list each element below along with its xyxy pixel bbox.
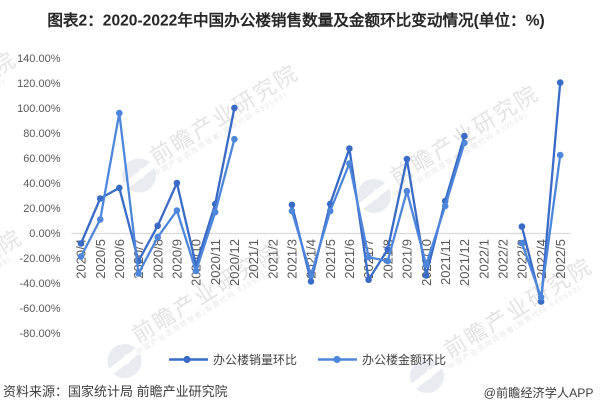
svg-text:2021/12: 2021/12 (457, 239, 472, 286)
svg-text:资料来源：国家统计局 前瞻产业研究院: 资料来源：国家统计局 前瞻产业研究院 (3, 384, 228, 399)
svg-text:0.00%: 0.00% (29, 228, 60, 240)
svg-text:120.00%: 120.00% (17, 78, 61, 90)
svg-text:2020/9: 2020/9 (170, 239, 185, 279)
svg-text:80.00%: 80.00% (23, 128, 61, 140)
svg-text:2020/12: 2020/12 (227, 239, 242, 286)
svg-text:2020/8: 2020/8 (150, 239, 165, 279)
svg-text:办公楼金额环比: 办公楼金额环比 (362, 352, 446, 367)
svg-text:@前瞻经济学人APP: @前瞻经济学人APP (484, 385, 594, 400)
svg-text:2021/1: 2021/1 (246, 239, 261, 279)
svg-text:-80.00%: -80.00% (20, 328, 61, 340)
svg-text:2021/9: 2021/9 (400, 239, 415, 279)
svg-text:2022/5: 2022/5 (553, 239, 568, 279)
svg-text:-20.00%: -20.00% (20, 253, 61, 265)
svg-text:140.00%: 140.00% (17, 53, 61, 65)
svg-text:20.00%: 20.00% (23, 203, 61, 215)
svg-text:2020/11: 2020/11 (208, 239, 223, 285)
svg-text:2020/5: 2020/5 (93, 239, 108, 279)
svg-text:2021/6: 2021/6 (342, 239, 357, 279)
svg-text:2021/2: 2021/2 (265, 239, 280, 279)
svg-text:图表2：2020-2022年中国办公楼销售数量及金额环比变动: 图表2：2020-2022年中国办公楼销售数量及金额环比变动情况(单位：%) (47, 11, 544, 30)
svg-text:2020/6: 2020/6 (112, 239, 127, 279)
svg-text:100.00%: 100.00% (17, 103, 61, 115)
svg-text:2021/11: 2021/11 (438, 239, 453, 285)
svg-text:2022/2: 2022/2 (495, 239, 510, 279)
svg-text:2021/3: 2021/3 (285, 239, 300, 279)
svg-text:2022/1: 2022/1 (476, 239, 491, 279)
svg-text:40.00%: 40.00% (23, 178, 61, 190)
svg-text:-40.00%: -40.00% (20, 278, 61, 290)
svg-text:2022/3: 2022/3 (515, 239, 530, 279)
svg-text:-60.00%: -60.00% (20, 303, 61, 315)
svg-text:2021/5: 2021/5 (323, 239, 338, 279)
svg-text:办公楼销量环比: 办公楼销量环比 (213, 352, 297, 367)
svg-text:60.00%: 60.00% (23, 153, 61, 165)
